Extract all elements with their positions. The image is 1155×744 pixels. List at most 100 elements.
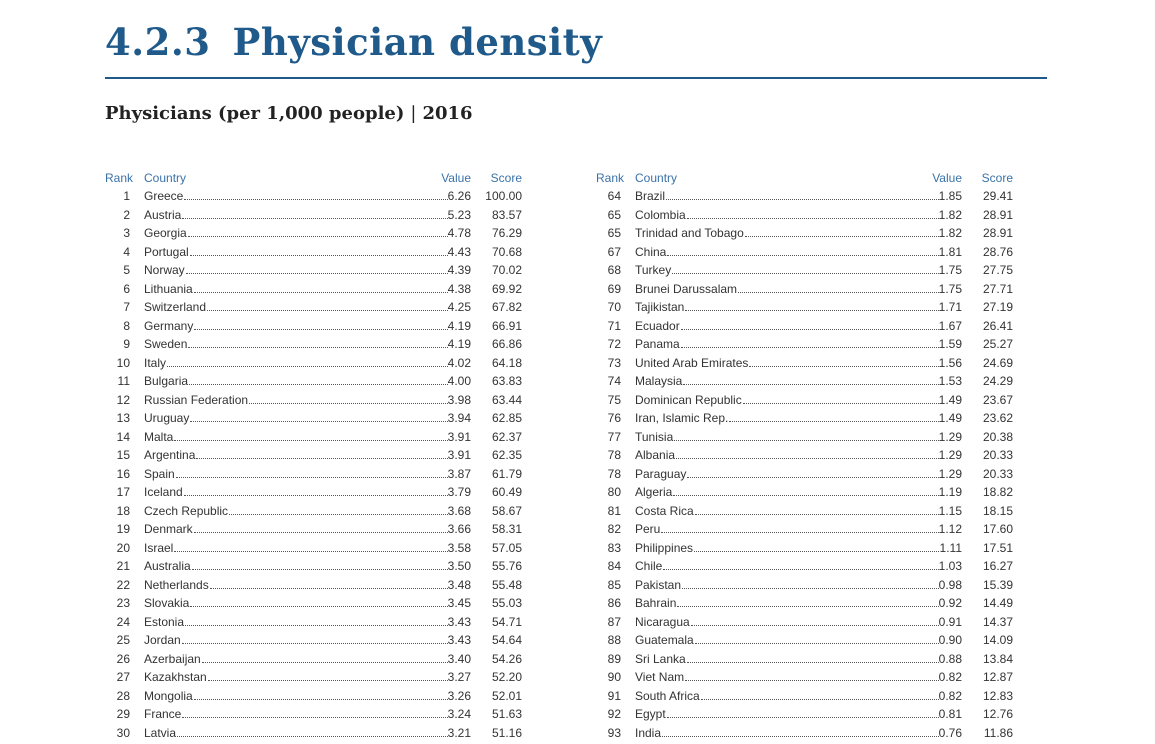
value-cell: 1.03 — [938, 559, 962, 573]
country-cell: Netherlands — [144, 578, 448, 592]
value-cell: 0.91 — [938, 614, 962, 629]
value-cell: 5.23 — [447, 207, 471, 222]
dot-leader — [191, 569, 448, 570]
score-cell: 70.68 — [491, 244, 522, 259]
score-cell: 20.33 — [982, 448, 1013, 462]
dot-leader — [666, 717, 939, 718]
country-name: Iceland — [144, 485, 183, 499]
header-score: Score — [981, 171, 1013, 185]
subtitle-separator: | — [410, 103, 417, 124]
country-cell: Turkey — [635, 263, 939, 277]
value-cell: 4.78 — [447, 226, 471, 240]
score-cell: 16.27 — [982, 559, 1013, 573]
rank-cell: 69 — [607, 281, 621, 296]
country-name: Argentina — [144, 448, 196, 462]
dot-leader — [188, 347, 448, 348]
dot-leader — [189, 384, 448, 385]
dot-leader — [194, 328, 448, 330]
country-cell: Philippines — [635, 541, 939, 555]
country-cell: Iceland — [144, 485, 448, 499]
dot-leader — [209, 587, 448, 589]
country-name: Norway — [144, 263, 185, 277]
dot-leader — [685, 680, 939, 681]
rank-cell: 21 — [116, 559, 130, 573]
dot-leader — [677, 606, 939, 607]
value-cell: 1.82 — [938, 207, 962, 222]
value-cell: 0.88 — [938, 651, 962, 666]
value-cell: 1.85 — [938, 189, 962, 203]
country-name: Brunei Darussalam — [635, 281, 738, 296]
country-cell: Kazakhstan — [144, 670, 448, 684]
dot-leader — [683, 384, 939, 385]
country-cell: Bulgaria — [144, 374, 448, 388]
dot-leader — [182, 217, 448, 219]
rank-cell: 85 — [607, 577, 621, 592]
dot-leader — [189, 254, 448, 256]
score-cell: 61.79 — [491, 466, 522, 481]
value-cell: 3.98 — [447, 392, 471, 407]
dot-leader — [181, 643, 448, 644]
rank-cell: 1 — [123, 189, 130, 203]
country-name: Iran, Islamic Rep. — [635, 411, 729, 425]
header-country: Country — [144, 171, 187, 185]
country-name: Bahrain — [635, 596, 677, 610]
dot-leader — [229, 513, 448, 515]
dot-leader — [187, 236, 448, 237]
dot-leader — [685, 310, 939, 311]
dot-leader — [662, 735, 939, 737]
country-name: Spain — [144, 466, 175, 481]
country-cell: Pakistan — [635, 578, 939, 592]
dot-leader — [738, 291, 939, 293]
title-divider — [105, 77, 1047, 79]
country-cell: Uruguay — [144, 411, 448, 425]
dot-leader — [185, 624, 448, 626]
rank-cell: 93 — [607, 725, 621, 740]
dot-leader — [661, 532, 939, 533]
country-cell: Sweden — [144, 337, 448, 351]
value-cell: 4.39 — [447, 263, 471, 277]
dot-leader — [667, 254, 939, 256]
country-name: Viet Nam — [635, 670, 685, 684]
value-cell: 3.45 — [447, 596, 471, 610]
country-name: Russian Federation — [144, 392, 249, 407]
rank-cell: 14 — [116, 429, 130, 444]
value-cell: 3.43 — [447, 614, 471, 629]
country-name: Nicaragua — [635, 614, 690, 629]
country-name: Slovakia — [144, 596, 190, 610]
country-name: Greece — [144, 189, 184, 203]
rank-cell: 73 — [607, 355, 621, 370]
country-cell: Brunei Darussalam — [635, 282, 939, 296]
score-cell: 52.20 — [491, 670, 522, 684]
country-cell: Norway — [144, 263, 448, 277]
country-cell: Malaysia — [635, 374, 939, 388]
rank-cell: 4 — [123, 244, 130, 259]
country-cell: Chile — [635, 559, 939, 573]
score-cell: 28.76 — [982, 244, 1013, 259]
value-cell: 4.43 — [447, 244, 471, 259]
dot-leader — [167, 365, 448, 367]
country-cell: Iran, Islamic Rep. — [635, 411, 939, 425]
rank-cell: 5 — [123, 263, 130, 277]
country-name: South Africa — [635, 688, 700, 703]
country-name: Portugal — [144, 244, 189, 259]
rank-cell: 68 — [607, 263, 621, 277]
country-cell: Austria — [144, 208, 448, 222]
page-title: 4.2.3 Physician density — [105, 20, 602, 64]
subtitle-year: 2016 — [422, 103, 473, 124]
country-name: Sweden — [144, 337, 188, 351]
country-cell: Lithuania — [144, 282, 448, 296]
value-cell: 3.91 — [447, 448, 471, 462]
dot-leader — [193, 532, 448, 533]
country-cell: Albania — [635, 448, 939, 462]
score-cell: 27.71 — [982, 281, 1013, 296]
score-cell: 83.57 — [491, 207, 522, 222]
value-cell: 3.68 — [447, 503, 471, 518]
country-cell: Portugal — [144, 245, 448, 259]
country-name: Algeria — [635, 485, 673, 499]
value-cell: 4.00 — [447, 374, 471, 388]
dot-leader — [686, 217, 939, 219]
dot-leader — [174, 439, 448, 441]
country-cell: Tajikistan — [635, 300, 939, 314]
value-cell: 1.15 — [938, 503, 962, 518]
rank-cell: 89 — [607, 651, 621, 666]
